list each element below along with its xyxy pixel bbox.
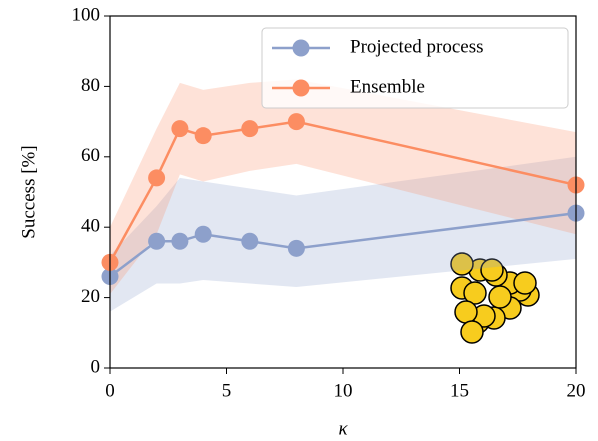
x-tick-label: 20 (567, 380, 586, 401)
sphere (513, 271, 537, 295)
legend-marker (292, 39, 310, 57)
marker (148, 232, 166, 250)
legend-label: Projected process (350, 36, 483, 57)
marker (287, 239, 305, 257)
legend: Projected process Ensemble (261, 27, 569, 109)
x-tick-label: 15 (450, 380, 469, 401)
legend-marker (292, 79, 310, 97)
confidence-band (110, 156, 576, 312)
y-tick-label: 40 (81, 216, 100, 237)
marker (241, 232, 259, 250)
marker (241, 120, 259, 138)
marker (148, 169, 166, 187)
y-tick-label: 0 (91, 356, 101, 377)
x-tick-label: 10 (334, 380, 353, 401)
sphere (450, 252, 474, 276)
x-tick-label: 5 (222, 380, 232, 401)
sphere (460, 320, 484, 344)
y-tick-label: 80 (81, 75, 100, 96)
y-tick-label: 60 (81, 145, 100, 166)
sphere (488, 285, 512, 309)
plot-frame (109, 15, 577, 369)
y-tick-label: 20 (81, 286, 100, 307)
marker (287, 113, 305, 131)
marker (171, 120, 189, 138)
sphere (480, 258, 504, 282)
marker (194, 127, 212, 145)
marker (194, 225, 212, 243)
sphere-icon (450, 252, 540, 344)
legend-label: Ensemble (350, 76, 425, 97)
x-axis-label: κ (338, 418, 348, 439)
y-axis-label: Success [%] (18, 145, 39, 238)
marker (171, 232, 189, 250)
sphere (463, 281, 487, 305)
y-tick-label: 100 (72, 4, 101, 25)
x-tick-label: 0 (105, 380, 115, 401)
sphere (454, 300, 478, 324)
legend-box (261, 27, 569, 109)
